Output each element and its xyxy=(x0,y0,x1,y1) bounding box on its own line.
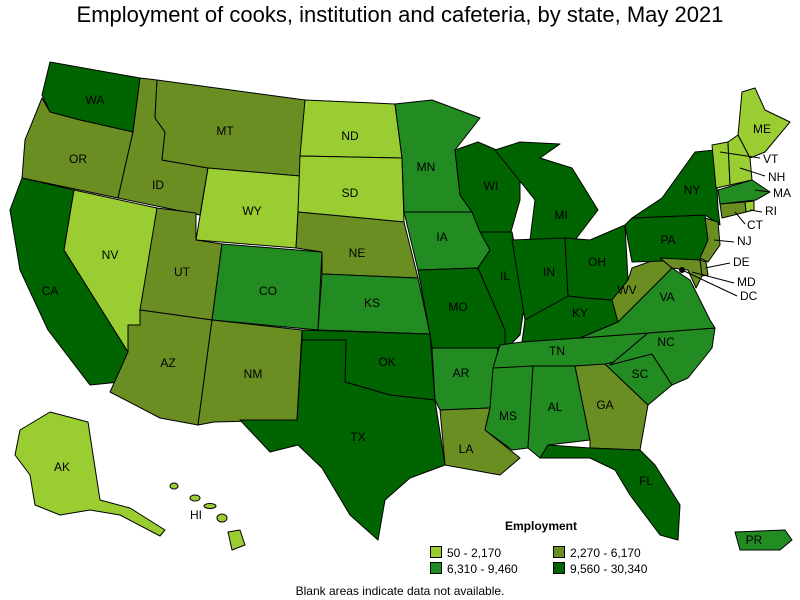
legend-item-bin-3: 6,310 - 9,460 xyxy=(430,562,518,576)
label-me: ME xyxy=(753,122,771,136)
states-layer xyxy=(9,61,793,551)
legend-title: Employment xyxy=(505,519,578,533)
legend-swatch-bin-1 xyxy=(430,546,442,558)
callout-nh: NH xyxy=(768,170,785,184)
leader-md xyxy=(691,271,735,284)
label-mo: MO xyxy=(448,300,467,314)
state-pr[interactable] xyxy=(734,529,793,551)
label-mt: MT xyxy=(216,124,234,138)
callout-ri: RI xyxy=(765,204,777,218)
state-mi[interactable] xyxy=(494,141,599,241)
state-md[interactable] xyxy=(659,257,703,289)
state-callouts: VT NH MA RI CT NJ DE MD DC xyxy=(681,151,791,303)
label-ne: NE xyxy=(349,246,366,260)
legend-label-bin-2: 2,270 - 6,170 xyxy=(570,546,641,560)
label-nv: NV xyxy=(102,248,119,262)
label-sd: SD xyxy=(342,186,359,200)
callout-dc: DC xyxy=(740,289,758,303)
hawaii-small-islands xyxy=(169,482,228,523)
label-wa: WA xyxy=(86,93,105,107)
legend-label-bin-1: 50 - 2,170 xyxy=(447,546,502,560)
label-nm: NM xyxy=(244,367,263,381)
state-ak[interactable] xyxy=(14,411,166,537)
label-la: LA xyxy=(459,442,474,456)
legend-item-bin-1: 50 - 2,170 xyxy=(430,546,501,560)
label-wy: WY xyxy=(242,204,261,218)
label-tn: TN xyxy=(549,344,565,358)
label-ak: AK xyxy=(54,460,70,474)
label-ky: KY xyxy=(572,306,588,320)
legend-swatch-bin-2 xyxy=(553,546,565,558)
label-ok: OK xyxy=(378,355,395,369)
callout-nj: NJ xyxy=(737,234,752,248)
map-title: Employment of cooks, institution and caf… xyxy=(76,2,724,27)
callout-md: MD xyxy=(737,275,756,289)
label-fl: FL xyxy=(639,474,653,488)
label-pr: PR xyxy=(746,533,763,547)
state-ma[interactable] xyxy=(717,179,771,205)
leader-ct xyxy=(734,211,746,225)
callout-vt: VT xyxy=(763,152,779,166)
label-ut: UT xyxy=(174,265,191,279)
label-il: IL xyxy=(500,269,510,283)
callout-de: DE xyxy=(733,255,750,269)
label-al: AL xyxy=(548,400,563,414)
legend-item-bin-4: 9,560 - 30,340 xyxy=(553,562,647,576)
hawaii-island-molokai xyxy=(203,503,217,509)
state-ny[interactable] xyxy=(631,149,721,226)
state-fl[interactable] xyxy=(539,444,681,541)
label-ny: NY xyxy=(684,183,701,197)
legend-label-bin-3: 6,310 - 9,460 xyxy=(447,562,518,576)
leader-nh xyxy=(739,167,766,177)
hawaii-island-maui xyxy=(216,513,228,523)
label-nd: ND xyxy=(341,129,359,143)
legend-label-bin-4: 9,560 - 30,340 xyxy=(570,562,648,576)
leader-ma xyxy=(754,189,771,193)
label-pa: PA xyxy=(660,233,675,247)
label-co: CO xyxy=(259,284,277,298)
footnote: Blank areas indicate data not available. xyxy=(295,584,505,598)
callout-ma: MA xyxy=(773,186,791,200)
label-mi: MI xyxy=(554,208,567,222)
label-az: AZ xyxy=(160,356,175,370)
label-ia: IA xyxy=(436,230,447,244)
state-nj[interactable] xyxy=(699,217,721,263)
state-ct[interactable] xyxy=(719,201,747,219)
label-ks: KS xyxy=(364,296,380,310)
label-ca: CA xyxy=(42,284,59,298)
state-hi[interactable] xyxy=(227,529,246,551)
label-wi: WI xyxy=(484,179,499,193)
label-va: VA xyxy=(659,290,674,304)
legend-item-bin-2: 2,270 - 6,170 xyxy=(553,546,641,560)
label-ar: AR xyxy=(453,366,470,380)
label-id: ID xyxy=(152,178,164,192)
leader-vt xyxy=(719,151,761,159)
callout-ct: CT xyxy=(747,218,764,232)
state-labels: WA OR CA NV ID MT WY UT AZ CO NM ND SD N… xyxy=(42,93,771,547)
leader-ri xyxy=(749,209,763,213)
label-mn: MN xyxy=(417,160,436,174)
label-tx: TX xyxy=(350,430,365,444)
leader-dc xyxy=(681,269,738,297)
state-tx[interactable] xyxy=(239,339,446,541)
legend-swatch-bin-4 xyxy=(553,562,565,574)
label-wv: WV xyxy=(617,283,636,297)
hawaii-island-oahu xyxy=(189,494,201,502)
label-ga: GA xyxy=(596,398,613,412)
leader-de xyxy=(704,262,731,269)
state-nh[interactable] xyxy=(727,134,753,186)
label-ms: MS xyxy=(499,409,517,423)
label-in: IN xyxy=(543,265,555,279)
label-hi: HI xyxy=(190,508,202,522)
label-nc: NC xyxy=(657,335,675,349)
label-or: OR xyxy=(69,152,87,166)
label-oh: OH xyxy=(588,255,606,269)
label-sc: SC xyxy=(632,367,649,381)
legend-swatch-bin-3 xyxy=(430,562,442,574)
hawaii-island-kauai xyxy=(169,482,179,490)
leader-nj xyxy=(713,239,735,243)
